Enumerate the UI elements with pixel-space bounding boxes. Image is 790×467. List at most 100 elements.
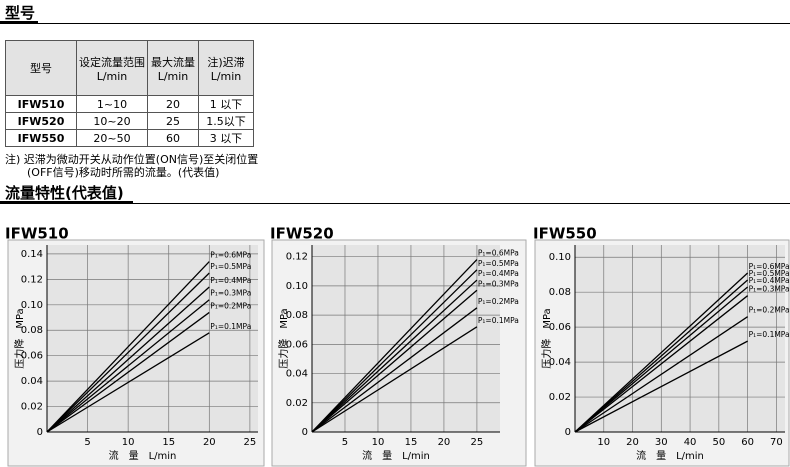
x-tick-label: 20 xyxy=(438,437,451,448)
x-tick-label: 10 xyxy=(372,437,385,448)
series-label: P₁=0.5MPa xyxy=(749,269,790,278)
note: (OFF信号)移动时所需的流量。(代表值) xyxy=(27,166,220,179)
x-tick-label: 20 xyxy=(626,437,639,448)
x-tick-label: 5 xyxy=(84,437,90,448)
series-line xyxy=(311,269,478,433)
series-label: P₁=0.3MPa xyxy=(749,285,790,294)
y-axis-label: 压力降 MPa xyxy=(277,308,290,368)
series-label: P₁=0.3MPa xyxy=(478,279,519,288)
x-tick-label: 10 xyxy=(122,437,135,448)
series-line xyxy=(574,286,749,433)
x-tick-label: 5 xyxy=(342,437,348,448)
series-line xyxy=(311,259,478,433)
series-line xyxy=(46,272,210,433)
header-text: L/min xyxy=(157,69,189,83)
cell: IFW520 xyxy=(5,112,77,130)
x-axis-label: 流 量 L/min xyxy=(362,449,430,462)
series-line xyxy=(46,332,210,433)
y-tick-label: 0.08 xyxy=(549,287,571,298)
header-text: L/min xyxy=(210,69,242,83)
header-text: 型号 xyxy=(30,62,52,75)
cell: IFW510 xyxy=(5,95,77,113)
y-tick-label: 0.14 xyxy=(21,249,43,260)
cell: 20~50 xyxy=(76,129,148,147)
header-text: L/min xyxy=(96,69,128,83)
series-label: P₁=0.6MPa xyxy=(749,262,790,271)
series-label: P₁=0.2MPa xyxy=(210,301,251,310)
y-tick-label: 0.12 xyxy=(286,252,308,263)
header-cell: 设定流量范围 L/min xyxy=(76,40,148,96)
spec-table: 型号 设定流量范围 L/min 最大流量 L/min 注)迟滞 L/min IFW51… xyxy=(5,40,254,147)
series-line xyxy=(574,272,749,433)
y-axis-label: 压力降 MPa xyxy=(540,308,553,368)
x-tick-label: 30 xyxy=(655,437,668,448)
series-label: P₁=0.1MPa xyxy=(210,322,251,331)
chart-title: IFW520 xyxy=(270,225,334,243)
cell: 10~20 xyxy=(76,112,148,130)
x-tick-label: 70 xyxy=(770,437,783,448)
y-tick-label: 0.10 xyxy=(21,300,43,311)
y-tick-label: 0.04 xyxy=(21,376,43,387)
chart-title: IFW510 xyxy=(5,225,69,243)
series-label: P₁=0.4MPa xyxy=(478,269,519,278)
y-tick-label: 0 xyxy=(565,427,571,438)
series-line xyxy=(46,286,210,433)
series-label: P₁=0.2MPa xyxy=(749,306,790,315)
series-line xyxy=(311,279,478,433)
y-tick-label: 0 xyxy=(37,427,43,438)
y-tick-label: 0.12 xyxy=(21,274,43,285)
series-line xyxy=(46,261,210,433)
series-line xyxy=(46,299,210,433)
header-cell: 注)迟滞 L/min xyxy=(198,40,254,96)
rule xyxy=(0,201,790,204)
series-label: P₁=0.4MPa xyxy=(210,276,251,285)
series-line xyxy=(311,326,478,433)
series-line xyxy=(46,311,210,433)
x-tick-label: 10 xyxy=(597,437,610,448)
series-line xyxy=(311,289,478,433)
y-tick-label: 0.02 xyxy=(286,398,308,409)
header-text: 注)迟滞 xyxy=(207,55,245,69)
cell: 1 以下 xyxy=(198,95,254,113)
y-tick-label: 0 xyxy=(302,427,308,438)
y-tick-label: 0.04 xyxy=(286,369,308,380)
y-axis-label: 压力降 MPa xyxy=(13,308,26,368)
series-line xyxy=(574,295,749,433)
series-line xyxy=(574,279,749,433)
x-axis-label: 流 量 L/min xyxy=(109,449,177,462)
y-tick-label: 0.08 xyxy=(286,310,308,321)
rule xyxy=(0,21,790,24)
series-line xyxy=(574,316,748,433)
y-tick-label: 0.02 xyxy=(21,402,43,413)
y-tick-label: 0.08 xyxy=(21,325,43,336)
y-tick-label: 0.02 xyxy=(549,392,571,403)
series-label: P₁=0.6MPa xyxy=(210,251,251,260)
series-label: P₁=0.3MPa xyxy=(210,289,251,298)
series-label: P₁=0.4MPa xyxy=(749,276,790,285)
series-label: P₁=0.1MPa xyxy=(749,330,790,339)
x-tick-label: 25 xyxy=(244,437,257,448)
y-tick-label: 0.04 xyxy=(549,357,571,368)
series-label: P₁=0.5MPa xyxy=(478,259,519,268)
y-tick-label: 0.10 xyxy=(549,252,571,263)
x-tick-label: 60 xyxy=(741,437,754,448)
y-tick-label: 0.06 xyxy=(21,351,43,362)
cell: 1~10 xyxy=(76,95,148,113)
x-tick-label: 20 xyxy=(203,437,216,448)
series-label: P₁=0.2MPa xyxy=(478,297,519,306)
x-tick-label: 15 xyxy=(405,437,418,448)
heading: 型号 xyxy=(5,4,36,22)
series-label: P₁=0.1MPa xyxy=(478,316,519,325)
y-tick-label: 0.06 xyxy=(549,322,571,333)
series-line xyxy=(574,340,748,433)
series-label: P₁=0.6MPa xyxy=(478,249,519,258)
heading: 流量特性(代表值) xyxy=(5,184,124,202)
header-cell: 型号 xyxy=(5,40,77,96)
header-cell: 最大流量 L/min xyxy=(147,40,199,96)
x-axis-label: 流 量 L/min xyxy=(636,449,704,462)
series-line xyxy=(311,307,478,433)
x-tick-label: 15 xyxy=(162,437,175,448)
note: 注) 迟滞为微动开关从动作位置(ON信号)至关闭位置 xyxy=(5,153,259,166)
